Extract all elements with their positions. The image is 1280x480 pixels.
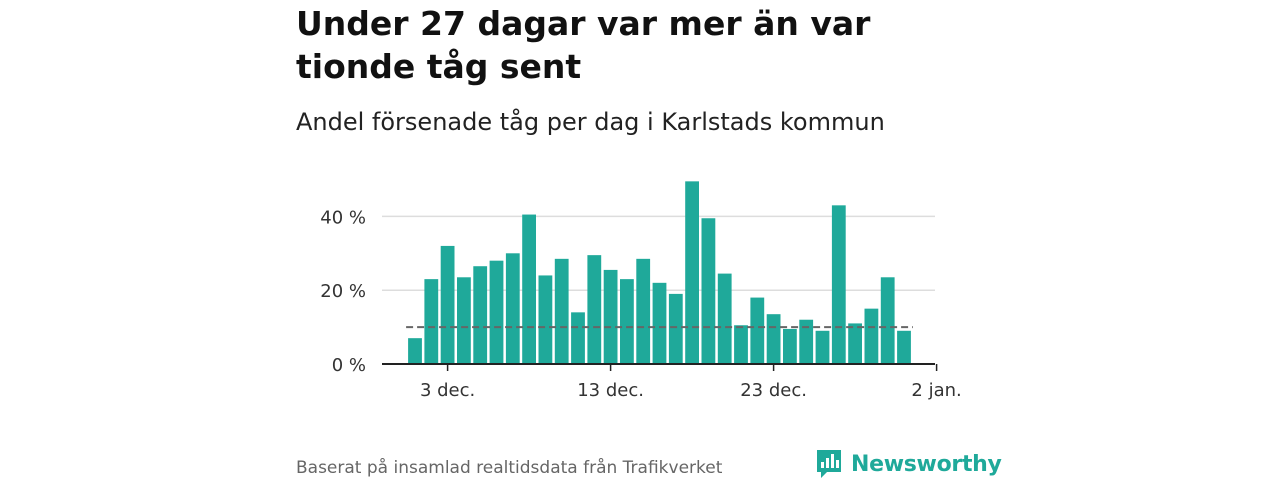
bar — [424, 279, 439, 364]
bar — [587, 255, 602, 364]
bar — [554, 258, 569, 364]
x-tick-label: 13 dec. — [577, 380, 644, 401]
bar — [668, 293, 683, 364]
bar — [603, 269, 618, 364]
chart-title: Under 27 dagar var mer än var tionde tåg… — [296, 4, 871, 86]
bar-chart: 0 % 20 % 40 % 3 dec. 13 dec. 23 dec. 2 jan. — [320, 181, 962, 401]
source-note: Baserat på insamlad realtidsdata från Tr… — [296, 458, 723, 478]
bar — [620, 279, 634, 364]
bar — [766, 314, 781, 364]
bar — [864, 308, 879, 364]
bar — [880, 277, 895, 364]
bar — [408, 338, 422, 364]
bar — [489, 260, 504, 364]
bar — [538, 275, 553, 364]
bar — [750, 297, 765, 364]
bar — [783, 328, 797, 364]
bar — [897, 330, 911, 364]
bar — [457, 277, 471, 364]
brand-logo: Newsworthy — [815, 448, 1002, 480]
chart-subtitle: Andel försenade tåg per dag i Karlstads … — [296, 108, 885, 136]
bar — [473, 266, 488, 364]
bar — [685, 181, 699, 364]
bar — [701, 218, 716, 364]
x-tick-label: 3 dec. — [420, 380, 475, 401]
y-tick-label: 20 % — [320, 281, 366, 302]
bar — [815, 330, 830, 364]
bar — [505, 253, 520, 364]
newsworthy-logo-icon — [817, 450, 841, 478]
bar — [717, 273, 732, 364]
y-tick-label: 0 % — [332, 355, 366, 376]
bar — [571, 312, 585, 364]
bar — [652, 282, 667, 364]
axes: 0 % 20 % 40 % 3 dec. 13 dec. 23 dec. 2 jan. — [320, 207, 962, 401]
bar — [848, 323, 862, 364]
bar — [734, 325, 748, 364]
bars — [408, 181, 911, 364]
bar — [831, 205, 846, 364]
brand-name: Newsworthy — [851, 451, 1002, 477]
y-tick-label: 40 % — [320, 207, 366, 228]
x-tick-label: 2 jan. — [911, 380, 961, 401]
bar — [522, 214, 536, 364]
x-tick-label: 23 dec. — [740, 380, 807, 401]
bar — [799, 319, 814, 364]
bar — [440, 245, 455, 364]
bar — [636, 258, 651, 364]
